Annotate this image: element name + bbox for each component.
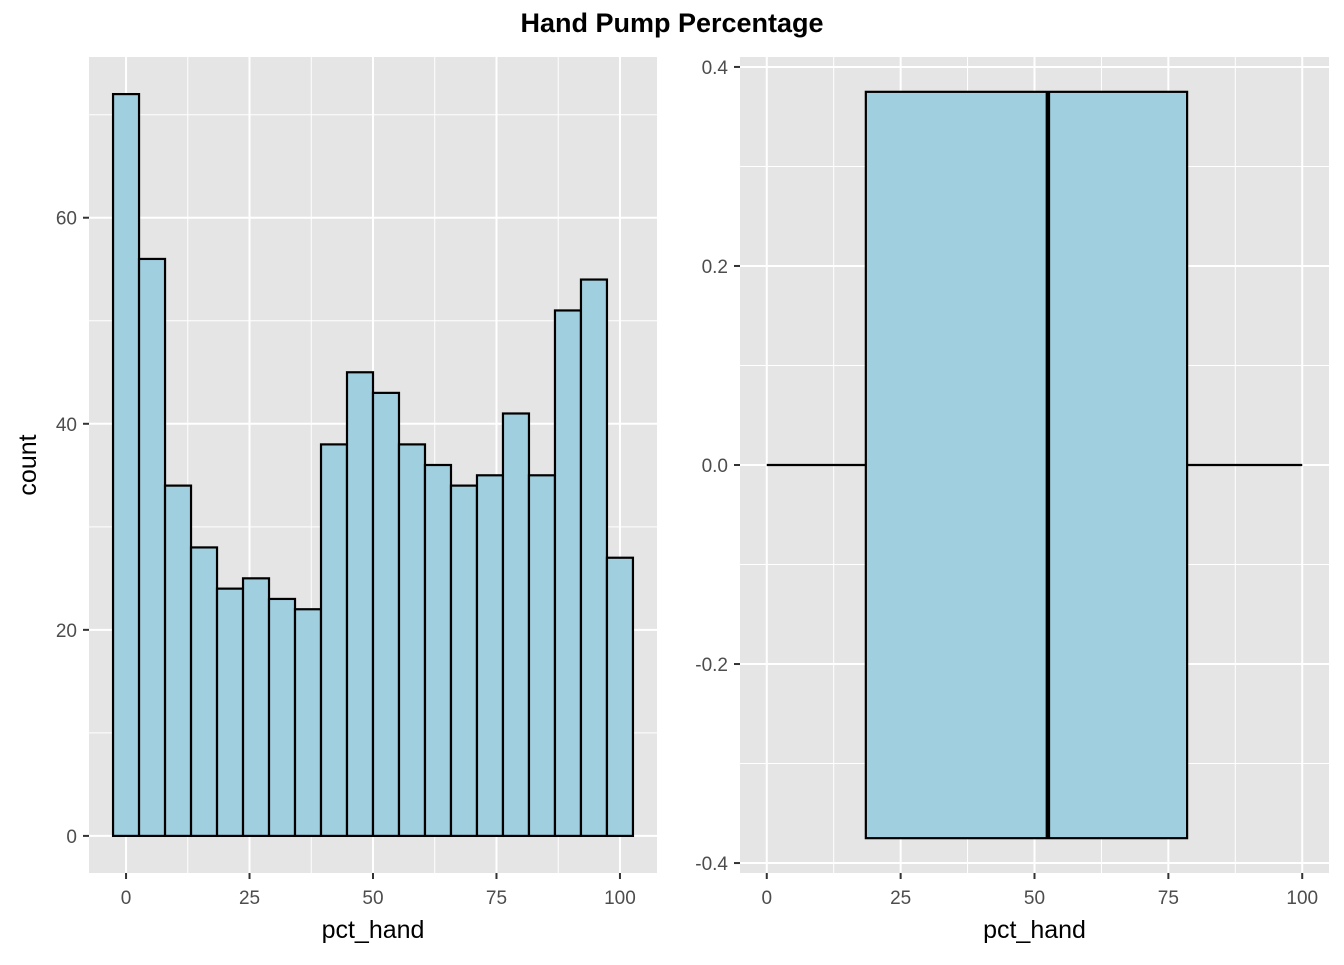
histogram-bar <box>423 463 453 838</box>
histogram-x-tick-label: 100 <box>604 888 636 909</box>
histogram-panel: 0 25 50 75 100 0 20 40 60 pct_hand count <box>14 57 657 944</box>
histogram-bar <box>137 257 167 838</box>
histogram-y-tick-label: 60 <box>56 209 77 230</box>
histogram-bar <box>553 309 583 838</box>
histogram-bar <box>293 608 323 838</box>
boxplot-y-tick-label: -0.4 <box>695 854 728 875</box>
histogram-bar <box>215 587 245 838</box>
histogram-y-tick-label: 40 <box>56 415 77 436</box>
histogram-y-tick-label: 0 <box>66 827 77 848</box>
histogram-bar <box>189 546 219 838</box>
boxplot-x-tick-label: 50 <box>1024 888 1045 909</box>
histogram-bar <box>501 412 531 838</box>
histogram-bar <box>449 484 479 838</box>
histogram-x-tick-label: 50 <box>362 888 383 909</box>
histogram-bar <box>345 371 375 838</box>
histogram-bar <box>397 443 427 838</box>
histogram-x-axis-title: pct_hand <box>322 916 425 944</box>
histogram-bar <box>475 474 505 838</box>
boxplot-y-tick-label: -0.2 <box>695 655 728 676</box>
histogram-x-tick-label: 0 <box>121 888 132 909</box>
histogram-y-axis-title: count <box>14 434 42 495</box>
histogram-bar <box>371 391 401 838</box>
histogram-bar <box>319 443 349 838</box>
histogram-x-tick-label: 75 <box>486 888 507 909</box>
histogram-y-tick-label: 20 <box>56 621 77 642</box>
boxplot-y-tick-label: 0.0 <box>702 456 728 477</box>
boxplot-x-tick-label: 100 <box>1286 888 1318 909</box>
boxplot-panel: 0 25 50 75 100 -0.4 -0.2 0.0 0.2 0.4 pct_hand <box>695 57 1329 944</box>
histogram-bar <box>163 484 193 838</box>
boxplot-x-axis-title: pct_hand <box>983 916 1086 944</box>
boxplot-x-tick-label: 0 <box>761 888 772 909</box>
histogram-x-tick-label: 25 <box>239 888 260 909</box>
histogram-bar <box>579 278 609 838</box>
histogram-bar <box>111 92 141 838</box>
boxplot-y-tick-label: 0.2 <box>702 257 728 278</box>
histogram-bar <box>267 597 297 838</box>
boxplot-x-tick-label: 75 <box>1158 888 1179 909</box>
histogram-bar <box>527 474 557 838</box>
histogram-bar <box>605 556 635 838</box>
boxplot-y-tick-label: 0.4 <box>702 58 729 79</box>
boxplot-x-tick-label: 25 <box>890 888 911 909</box>
boxplot-box <box>864 90 1189 840</box>
chart-title: Hand Pump Percentage <box>520 8 823 38</box>
histogram-bar <box>241 577 271 838</box>
